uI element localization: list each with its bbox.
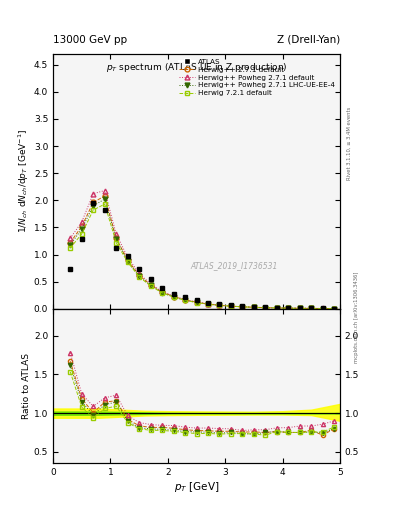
X-axis label: $p_T$ [GeV]: $p_T$ [GeV] — [174, 480, 219, 494]
Text: ATLAS_2019_I1736531: ATLAS_2019_I1736531 — [191, 261, 278, 270]
Legend: ATLAS, Herwig++ 2.7.1 default, Herwig++ Powheg 2.7.1 default, Herwig++ Powheg 2.: ATLAS, Herwig++ 2.7.1 default, Herwig++ … — [178, 57, 336, 98]
Y-axis label: 1/$N_{ch}$ d$N_{ch}$/d$p_T$ [GeV$^{-1}$]: 1/$N_{ch}$ d$N_{ch}$/d$p_T$ [GeV$^{-1}$] — [17, 129, 31, 233]
Text: $p_T$ spectrum (ATLAS UE in Z production): $p_T$ spectrum (ATLAS UE in Z production… — [106, 61, 287, 74]
Text: mcplots.cern.ch [arXiv:1306.3436]: mcplots.cern.ch [arXiv:1306.3436] — [354, 272, 359, 363]
Text: 13000 GeV pp: 13000 GeV pp — [53, 34, 127, 45]
Text: Z (Drell-Yan): Z (Drell-Yan) — [277, 34, 340, 45]
Y-axis label: Ratio to ATLAS: Ratio to ATLAS — [22, 353, 31, 419]
Text: Rivet 3.1.10, ≥ 3.4M events: Rivet 3.1.10, ≥ 3.4M events — [347, 106, 352, 180]
